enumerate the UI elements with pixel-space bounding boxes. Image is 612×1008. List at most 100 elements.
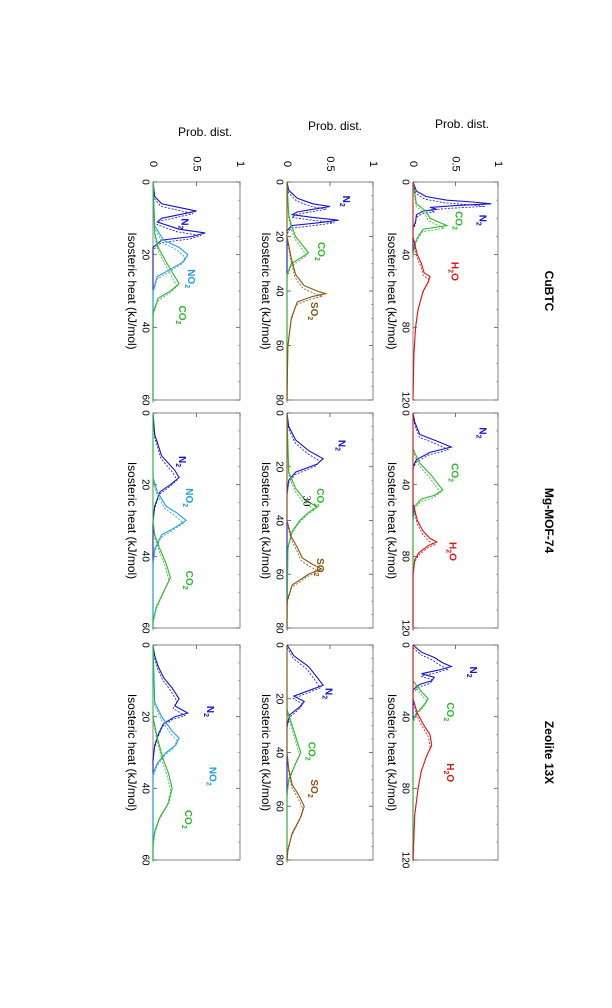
y-tick-label: 0 — [147, 161, 159, 167]
series-label-n2: N2 — [202, 706, 215, 717]
series-line-no2 — [152, 644, 180, 860]
panel-cubtc-so2: 0 20 40 60 80 0 0.5 1 Isosteric heat (kJ/mol) N2 C… — [259, 156, 379, 406]
x-tick-label: 40 — [399, 249, 410, 261]
series-label-co2: CO2 — [304, 742, 317, 761]
series-line-dashed-co2 — [412, 415, 441, 631]
y-tick-label: 0.5 — [450, 156, 462, 171]
series-line-dashed-co2 — [152, 647, 172, 863]
x-tick-label: 60 — [273, 569, 284, 581]
x-tick-label: 0 — [273, 410, 284, 416]
x-axis-title: Isosteric heat (kJ/mol) — [125, 232, 139, 349]
series-label-co2: CO2 — [181, 571, 194, 590]
x-axis-title: Isosteric heat (kJ/mol) — [259, 694, 273, 811]
series-label-n2: N2 — [177, 218, 190, 229]
series-label-so2: SO2 — [306, 779, 319, 797]
series-line-dashed-n2 — [412, 647, 450, 863]
series-line-co2 — [286, 181, 310, 400]
series-line-dashed-n2 — [286, 184, 335, 403]
panel-zeolite-h2o: 0 40 80 120 Isosteric heat (kJ/mol) N2 CO2 H2O — [385, 642, 499, 869]
series-line-dashed-no2 — [152, 415, 185, 631]
series-line-co2 — [152, 181, 180, 400]
series-line-dashed-no2 — [152, 184, 186, 403]
x-tick-label: 120 — [399, 392, 410, 409]
series-line-so2 — [286, 413, 323, 628]
series-line-n2 — [286, 644, 324, 860]
series-line-n2 — [286, 412, 325, 628]
x-tick-label: 40 — [139, 551, 150, 563]
x-tick-label: 0 — [139, 179, 150, 185]
series-line-co2 — [412, 181, 449, 255]
series-label-n2: N2 — [334, 440, 347, 451]
series-line-co2 — [152, 413, 171, 628]
panel-mgmof-no2: 0 20 40 60 Isosteric heat (kJ/mol) N2 NO2 CO2 — [125, 410, 241, 634]
x-tick-label: 60 — [273, 340, 284, 352]
x-tick-label: 20 — [139, 479, 150, 491]
x-tick-label: 40 — [399, 711, 410, 723]
series-label-co2: CO2 — [313, 242, 326, 261]
series-line-h2o — [412, 645, 433, 861]
series-label-n2: N2 — [474, 215, 487, 226]
panel-cubtc-no2: 0 20 40 60 0 0.5 1 Isosteric heat (kJ/mol) N2 NO2… — [125, 156, 246, 406]
series-label-co2: CO2 — [451, 211, 464, 230]
series-line-n2 — [152, 181, 206, 400]
x-tick-label: 60 — [139, 854, 150, 866]
x-axis-title: Isosteric heat (kJ/mol) — [125, 462, 139, 579]
series-line-n2 — [412, 181, 492, 255]
series-line-n2 — [152, 412, 180, 628]
x-tick-label: 80 — [273, 622, 284, 634]
series-line-co2 — [412, 645, 430, 860]
series-line-dashed-co2 — [152, 184, 178, 403]
x-tick-label: 0 — [139, 410, 150, 416]
x-tick-label: 80 — [399, 551, 410, 563]
x-tick-label: 80 — [399, 783, 410, 795]
series-label-n2: N2 — [321, 688, 334, 699]
series-label-co2: CO2 — [174, 306, 187, 325]
x-tick-label: 40 — [273, 747, 284, 759]
series-label-h2o: H2O — [446, 262, 459, 281]
x-axis-title: Isosteric heat (kJ/mol) — [385, 694, 399, 811]
series-label-n2: N2 — [465, 667, 478, 678]
series-label-n2: N2 — [338, 196, 351, 207]
x-tick-label: 40 — [139, 783, 150, 795]
series-label-co2: CO2 — [442, 702, 455, 721]
series-line-n2 — [412, 412, 454, 628]
x-axis-title: Isosteric heat (kJ/mol) — [125, 694, 139, 811]
y-axis-label: Prob. dist. — [435, 117, 489, 131]
x-tick-label: 40 — [399, 479, 410, 491]
plot-frame — [412, 412, 499, 629]
series-line-h2o — [412, 413, 439, 628]
series-line-dashed-h2o — [412, 415, 436, 631]
x-tick-label: 0 — [399, 410, 410, 416]
series-line-dashed-n2 — [152, 184, 202, 403]
x-tick-label: 80 — [273, 394, 284, 406]
series-label-so2: SO2 — [312, 558, 325, 576]
series-line-dashed-h2o — [412, 184, 430, 403]
series-line-dashed-co2 — [286, 184, 308, 403]
y-tick-label: 0.5 — [191, 156, 203, 171]
x-axis-title: Isosteric heat (kJ/mol) — [259, 232, 273, 349]
panel-cubtc-h2o: 0 40 80 120 0 0.5 1 Isosteric heat (kJ/mol) N2 CO… — [385, 156, 504, 408]
series-line-dashed-co2 — [286, 415, 316, 631]
column-title: Mg-MOF-74 — [542, 488, 556, 554]
series-line-n2 — [286, 181, 339, 400]
column-title: Zeolite 13X — [542, 721, 556, 784]
x-tick-label: 40 — [139, 322, 150, 334]
x-tick-label: 40 — [273, 515, 284, 527]
series-line-dashed-co2 — [412, 647, 428, 863]
series-label-so2: SO2 — [306, 302, 319, 320]
series-label-no2: NO2 — [181, 488, 194, 507]
series-line-dashed-so2 — [286, 184, 325, 403]
plot-frame — [286, 181, 374, 401]
x-tick-label: 60 — [273, 801, 284, 813]
x-tick-label: 20 — [273, 231, 284, 243]
x-tick-label: 80 — [273, 854, 284, 866]
series-line-dashed-co2 — [152, 415, 170, 631]
series-line-h2o — [412, 182, 431, 401]
x-tick-label: 120 — [399, 852, 410, 869]
series-label-no2: NO2 — [205, 767, 218, 786]
series-line-dashed-n2 — [286, 415, 321, 631]
series-line-dashed-n2 — [152, 647, 186, 863]
y-tick-label: 1 — [367, 161, 379, 167]
x-tick-label: 20 — [139, 249, 150, 261]
